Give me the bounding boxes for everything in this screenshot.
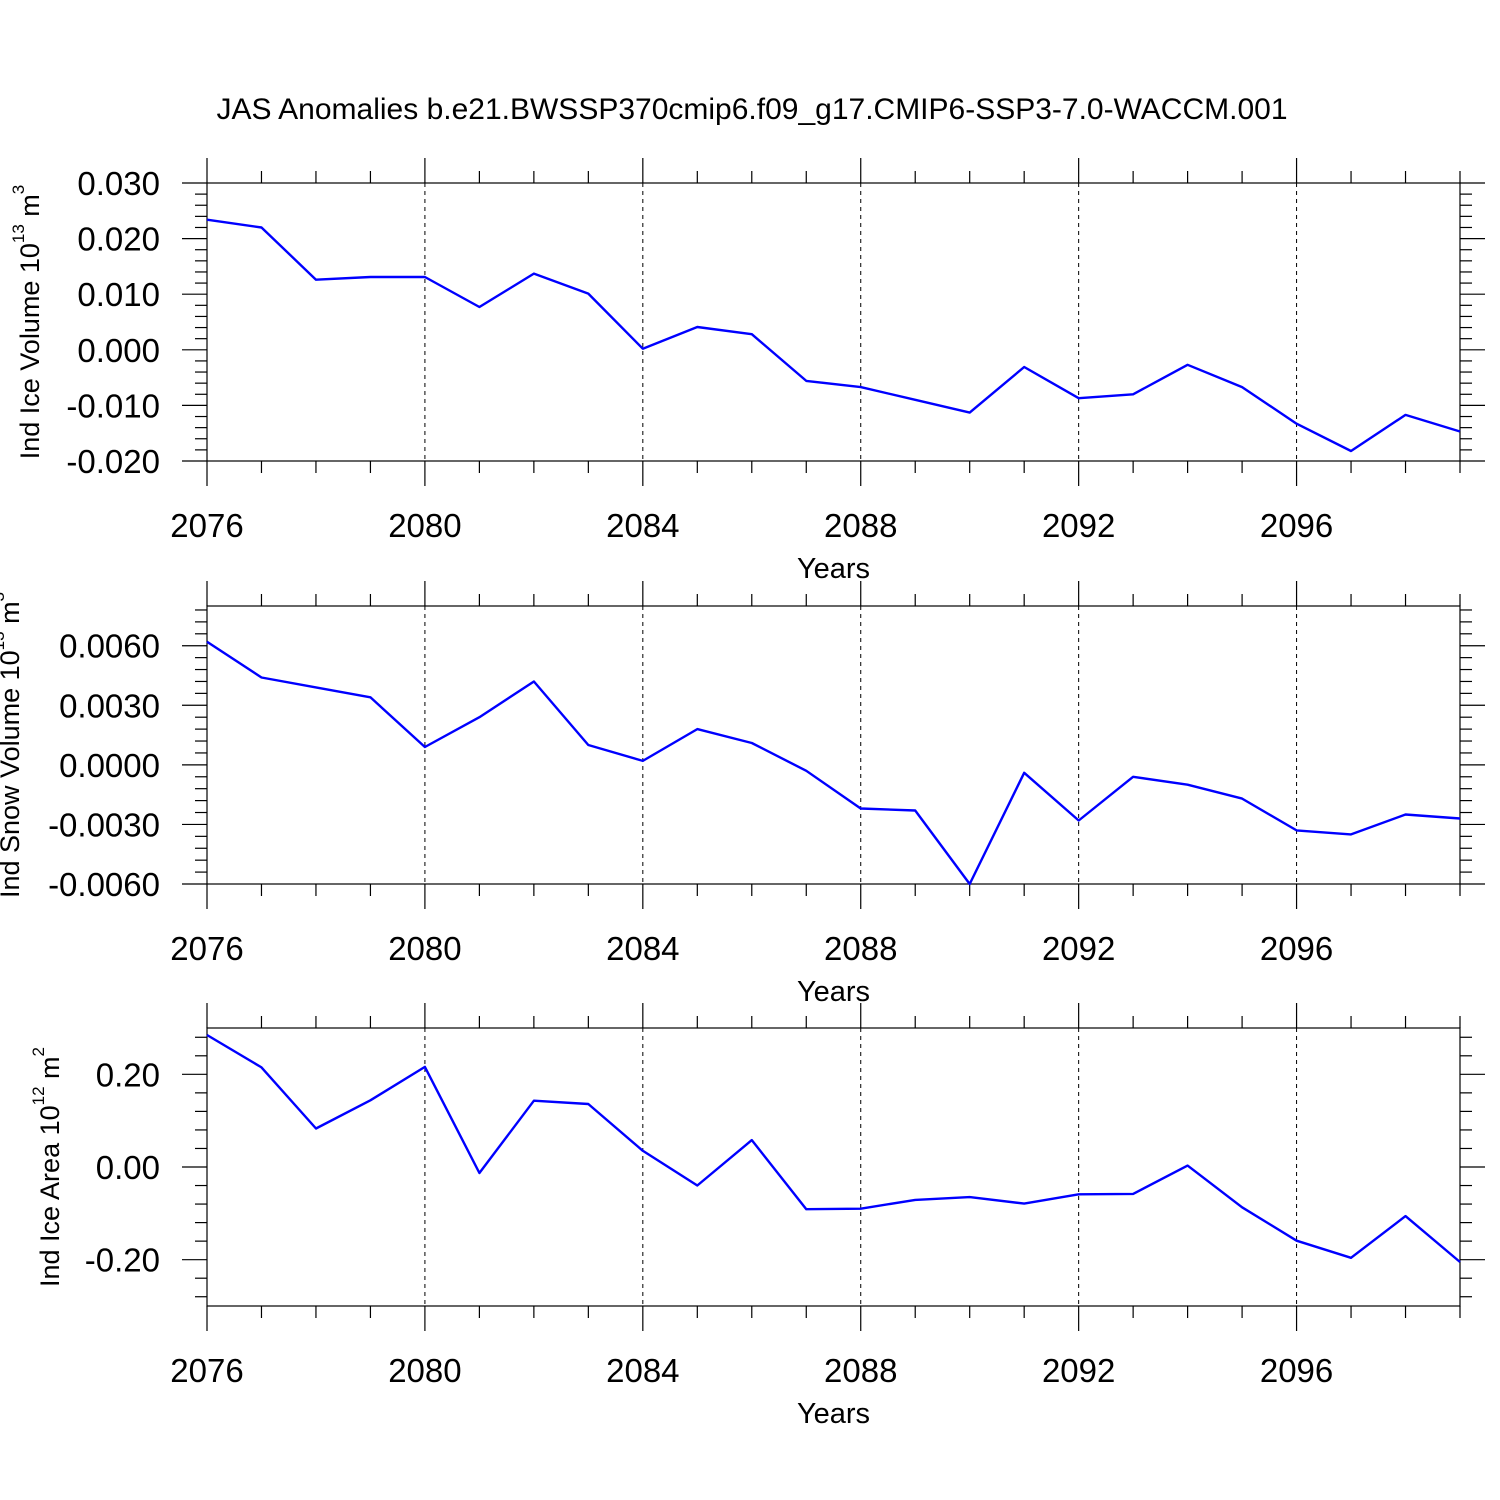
x-tick-label: 2092 (1042, 507, 1115, 544)
y-axis-label: Ind Snow Volume 1013 m3 (0, 592, 25, 898)
y-tick-label: -0.20 (85, 1242, 160, 1279)
y-tick-label: 0.030 (77, 165, 160, 202)
y-axis-label: Ind Ice Volume 1013 m3 (9, 185, 45, 460)
x-tick-label: 2088 (824, 1352, 897, 1389)
y-axis-label-exponent: 12 (29, 1086, 48, 1105)
panel-3: -0.20 0.00 0.20 2076 2080 2084 2088 2092 2096 Yea… (29, 1003, 1485, 1430)
panel-1: -0.020 -0.010 0.000 0.010 0.020 0.030 2076 2080… (9, 158, 1485, 585)
x-tick-label: 2096 (1260, 1352, 1333, 1389)
y-axis-label-unit-exponent: 3 (9, 185, 28, 194)
y-tick-label: -0.0060 (48, 866, 160, 903)
x-tick-label: 2080 (388, 1352, 461, 1389)
x-axis-label: Years (797, 553, 870, 585)
panel-2: -0.0060 -0.0030 0.0000 0.0030 0.0060 2076 2080… (0, 581, 1485, 1008)
x-tick-label: 2076 (170, 507, 243, 544)
x-tick-label: 2084 (606, 930, 679, 967)
y-tick-label: -0.0030 (48, 806, 160, 843)
x-tick-label: 2080 (388, 930, 461, 967)
x-axis-label: Years (797, 976, 870, 1008)
series-line (206, 640, 1461, 886)
x-tick-label: 2084 (606, 507, 679, 544)
series-line (206, 218, 1461, 453)
y-tick-label: 0.010 (77, 276, 160, 313)
y-axis-label: Ind Ice Area 1012 m2 (29, 1047, 65, 1287)
x-axis-label: Years (797, 1398, 870, 1430)
y-axis-label-text: Ind Snow Volume 10 (0, 650, 25, 898)
y-axis-label-unit: m (35, 1056, 65, 1086)
y-tick-label: 0.0030 (59, 687, 160, 724)
y-axis-label-unit-exponent: 3 (0, 592, 8, 601)
y-axis-label-unit: m (15, 194, 45, 224)
plot-frame (206, 605, 1461, 885)
panels: -0.020 -0.010 0.000 0.010 0.020 0.030 2076 2080… (0, 158, 1485, 1430)
y-axis-label-text: Ind Ice Volume 10 (15, 243, 45, 459)
plot-frame (206, 182, 1461, 462)
y-tick-label: 0.20 (96, 1056, 160, 1093)
y-tick-label: -0.010 (66, 387, 160, 424)
chart-title: JAS Anomalies b.e21.BWSSP370cmip6.f09_g1… (216, 93, 1287, 126)
series-line (206, 1033, 1461, 1263)
y-axis-label-unit-exponent: 2 (29, 1047, 48, 1056)
x-tick-label: 2092 (1042, 930, 1115, 967)
x-tick-label: 2080 (388, 507, 461, 544)
x-tick-label: 2076 (170, 1352, 243, 1389)
x-tick-label: 2096 (1260, 507, 1333, 544)
y-tick-label: 0.020 (77, 221, 160, 258)
x-tick-label: 2088 (824, 507, 897, 544)
x-tick-label: 2092 (1042, 1352, 1115, 1389)
y-tick-label: 0.0000 (59, 747, 160, 784)
y-axis-label-unit: m (0, 601, 25, 631)
y-axis-label-text: Ind Ice Area 10 (35, 1105, 65, 1287)
y-tick-label: 0.0060 (59, 628, 160, 665)
y-tick-label: -0.020 (66, 443, 160, 480)
y-axis-label-exponent: 13 (9, 224, 28, 243)
plot-frame (206, 1027, 1461, 1307)
y-tick-label: 0.000 (77, 332, 160, 369)
x-tick-label: 2096 (1260, 930, 1333, 967)
y-axis-label-exponent: 13 (0, 631, 8, 650)
x-tick-label: 2076 (170, 930, 243, 967)
x-tick-label: 2084 (606, 1352, 679, 1389)
y-tick-label: 0.00 (96, 1149, 160, 1186)
x-tick-label: 2088 (824, 930, 897, 967)
